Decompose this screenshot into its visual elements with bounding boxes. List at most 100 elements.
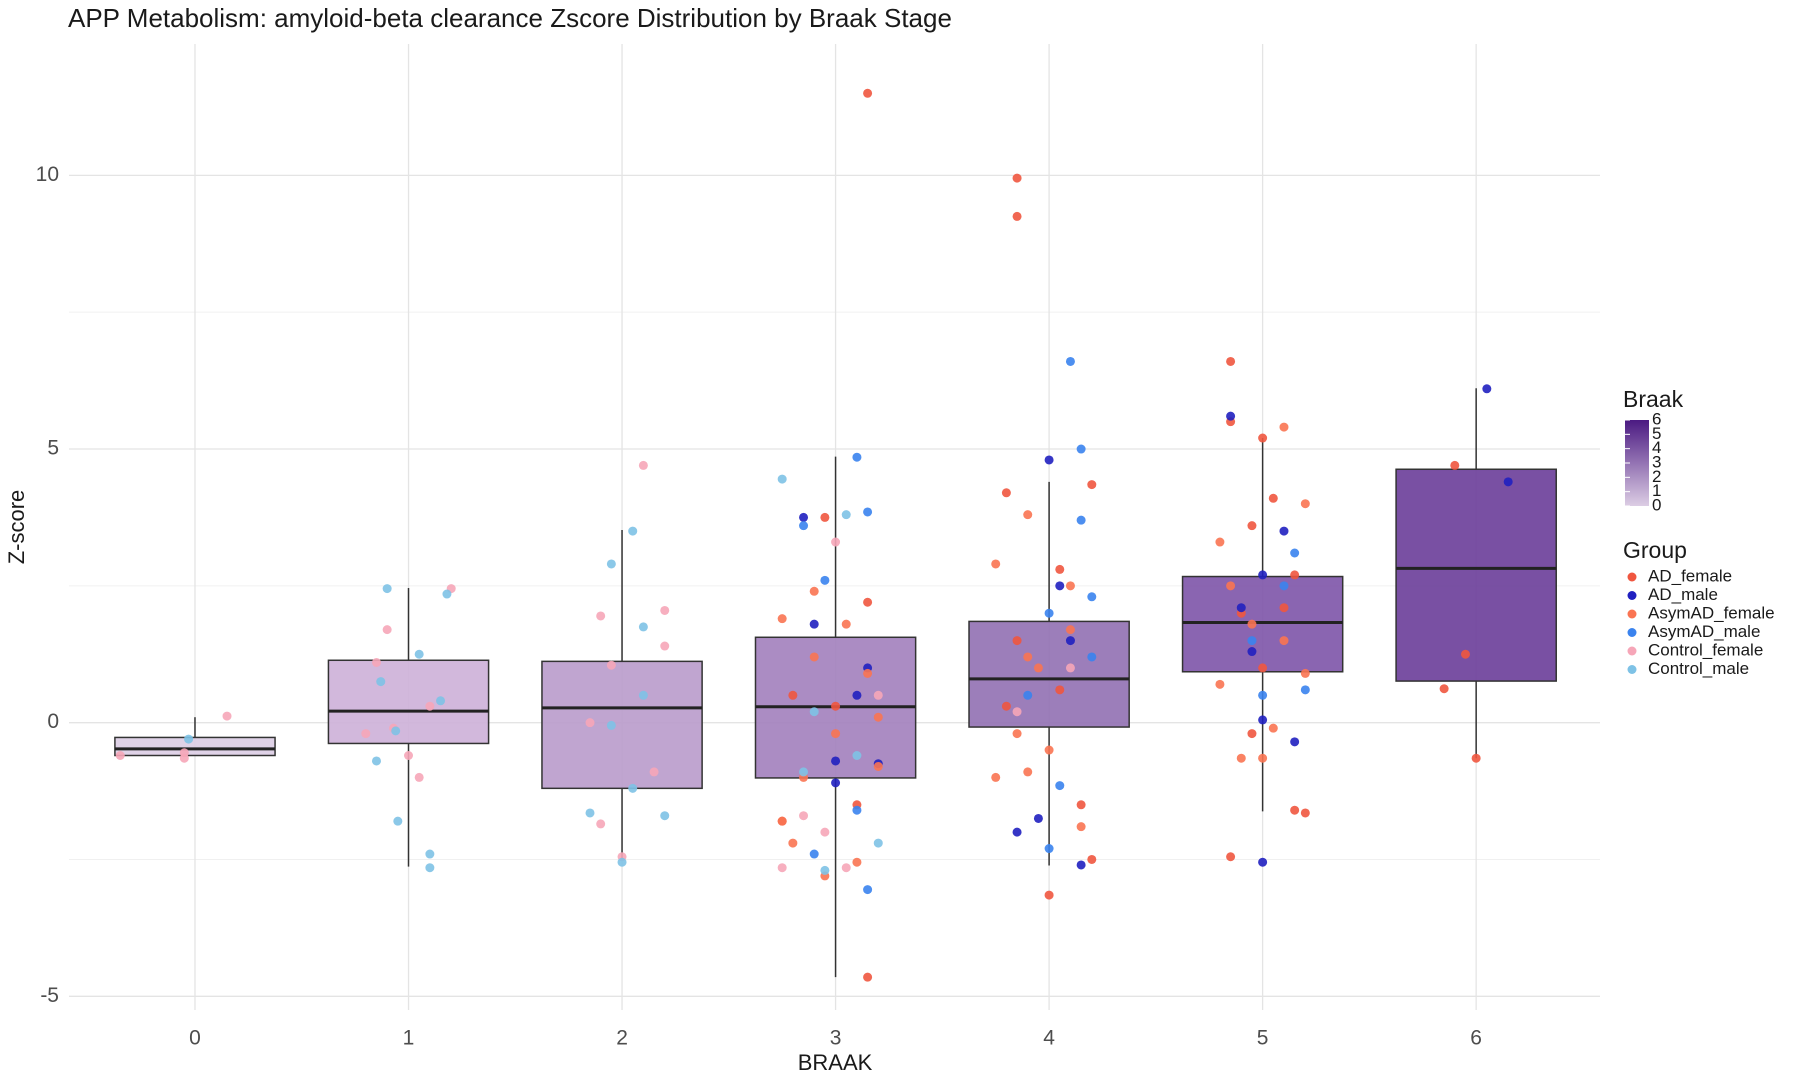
legend-label: AD_female xyxy=(1648,566,1732,585)
legend-swatch xyxy=(1627,572,1637,582)
data-point xyxy=(1503,477,1513,487)
data-point xyxy=(1247,521,1257,531)
data-point xyxy=(376,677,386,687)
x-axis-title: BRAAK xyxy=(798,1050,873,1075)
data-point xyxy=(809,586,819,596)
data-point xyxy=(873,690,883,700)
data-point xyxy=(1247,729,1257,739)
colorbar-label: 2 xyxy=(1652,467,1661,486)
data-point xyxy=(1044,455,1054,465)
data-point xyxy=(841,863,851,873)
chart-title: APP Metabolism: amyloid-beta clearance Z… xyxy=(68,3,952,33)
data-point xyxy=(1012,707,1022,717)
data-point xyxy=(1012,636,1022,646)
data-point xyxy=(777,614,787,624)
x-tick-label: 3 xyxy=(830,1027,842,1050)
data-point xyxy=(863,597,873,607)
data-point xyxy=(991,559,1001,569)
data-point xyxy=(382,625,392,635)
data-point xyxy=(638,622,648,632)
data-point xyxy=(1065,636,1075,646)
data-point xyxy=(1290,737,1300,747)
legend-swatch xyxy=(1627,591,1637,600)
box xyxy=(1395,468,1557,682)
data-point xyxy=(1258,570,1268,580)
data-point xyxy=(1001,488,1011,498)
data-point xyxy=(1279,603,1289,613)
data-point xyxy=(628,526,638,536)
data-point xyxy=(841,510,851,520)
data-point xyxy=(638,460,648,470)
data-point xyxy=(1439,684,1449,694)
data-point xyxy=(1300,668,1310,678)
data-point xyxy=(1055,581,1065,591)
data-point xyxy=(1279,422,1289,432)
data-point xyxy=(649,767,659,777)
legend-label: AD_male xyxy=(1648,585,1718,604)
data-point xyxy=(1226,852,1236,862)
box xyxy=(327,659,490,745)
data-point xyxy=(1258,663,1268,673)
data-point xyxy=(1023,510,1033,520)
data-point xyxy=(371,756,381,766)
data-point xyxy=(1258,690,1268,700)
data-point xyxy=(414,772,424,782)
legend-label: Control_male xyxy=(1648,659,1749,678)
x-tick-label: 2 xyxy=(616,1027,628,1050)
data-point xyxy=(1300,685,1310,695)
data-point xyxy=(777,474,787,484)
data-point xyxy=(617,857,627,867)
data-point xyxy=(991,772,1001,782)
x-tick-label: 5 xyxy=(1257,1027,1269,1050)
plot-marks xyxy=(114,88,1557,982)
data-point xyxy=(863,88,873,98)
data-point xyxy=(1001,701,1011,711)
data-point xyxy=(820,575,830,585)
data-point xyxy=(1247,636,1257,646)
data-point xyxy=(1023,652,1033,662)
data-point xyxy=(852,805,862,815)
data-point xyxy=(1460,649,1470,659)
y-tick-label: 10 xyxy=(36,163,59,186)
data-point xyxy=(852,452,862,462)
x-tick-label: 1 xyxy=(403,1027,415,1050)
x-tick-label: 4 xyxy=(1043,1027,1055,1050)
data-point xyxy=(809,619,819,629)
y-tick-label: 5 xyxy=(47,437,59,460)
box xyxy=(1181,575,1344,673)
data-point xyxy=(1290,805,1300,815)
data-point xyxy=(1076,515,1086,525)
data-point xyxy=(1279,581,1289,591)
legend-label: AsymAD_female xyxy=(1648,603,1775,622)
box xyxy=(968,620,1130,728)
data-point xyxy=(788,838,798,848)
data-point xyxy=(777,816,787,826)
data-point xyxy=(1450,460,1460,470)
colorbar-label: 0 xyxy=(1652,495,1661,514)
x-tick-label: 0 xyxy=(189,1027,201,1050)
data-point xyxy=(361,729,371,739)
data-point xyxy=(863,885,873,895)
data-point xyxy=(660,641,670,651)
data-point xyxy=(1055,564,1065,574)
x-tick-label: 6 xyxy=(1470,1027,1482,1050)
data-point xyxy=(1236,753,1246,763)
legend-swatch xyxy=(1627,646,1637,656)
data-point xyxy=(1065,625,1075,635)
data-point xyxy=(820,865,830,875)
data-point xyxy=(1065,356,1075,366)
data-point xyxy=(809,652,819,662)
data-point xyxy=(1012,827,1022,837)
data-point xyxy=(1087,652,1097,662)
data-point xyxy=(404,751,414,761)
data-point xyxy=(660,811,670,821)
data-point xyxy=(809,849,819,859)
legend-title: Group xyxy=(1623,537,1687,563)
data-point xyxy=(1226,411,1236,421)
data-point xyxy=(115,751,125,761)
data-point xyxy=(820,512,830,522)
data-point xyxy=(1023,690,1033,700)
data-point xyxy=(831,537,841,547)
data-point xyxy=(799,811,809,821)
data-point xyxy=(820,827,830,837)
